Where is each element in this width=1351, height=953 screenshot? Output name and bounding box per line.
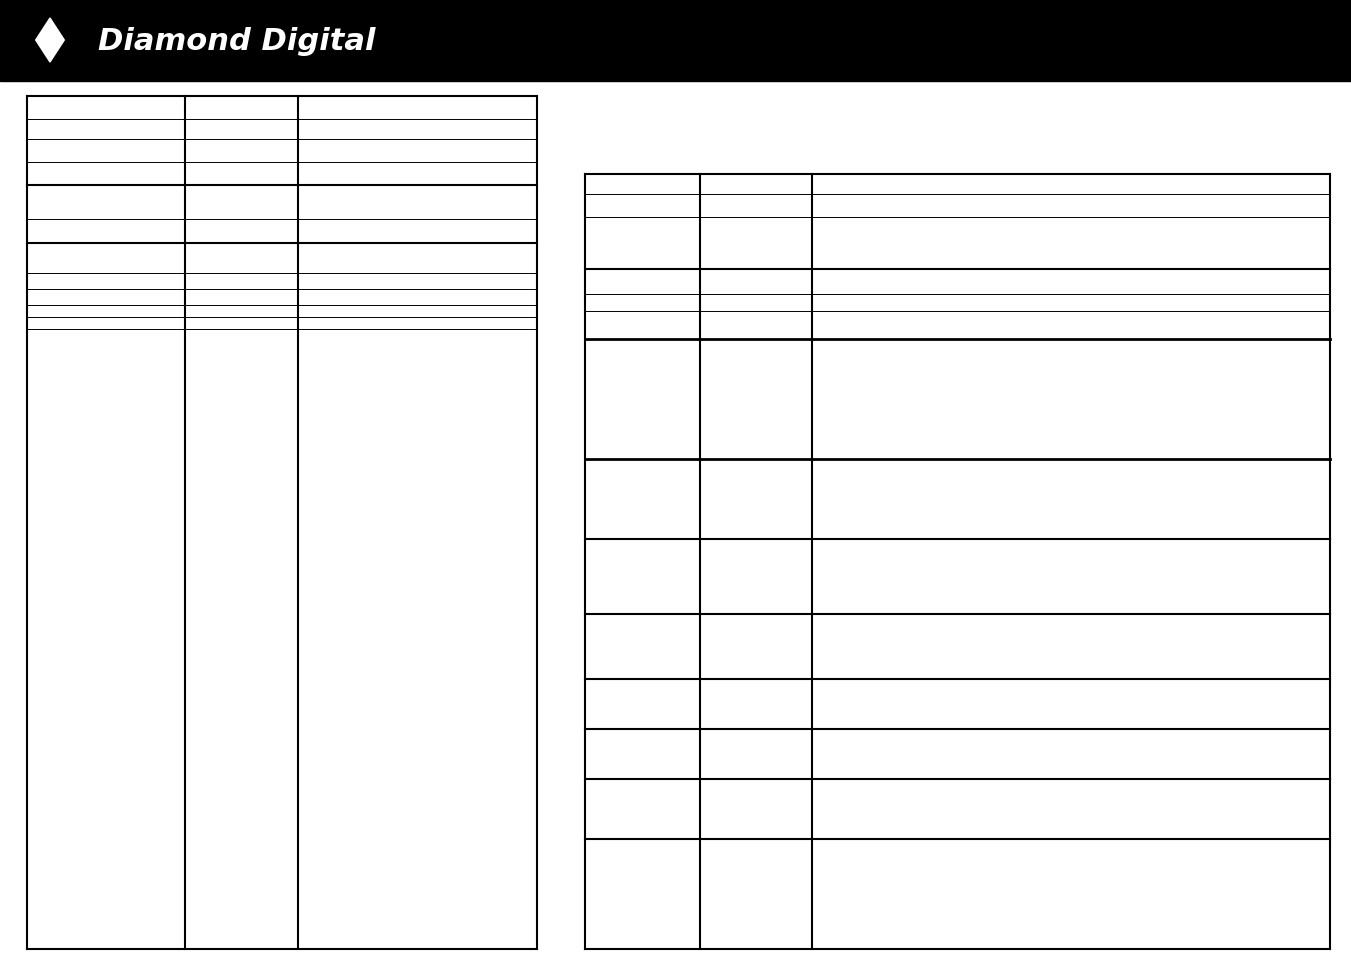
Polygon shape [35, 19, 65, 63]
Text: Diamond Digital: Diamond Digital [99, 27, 376, 55]
Bar [0, 0, 1351, 82]
